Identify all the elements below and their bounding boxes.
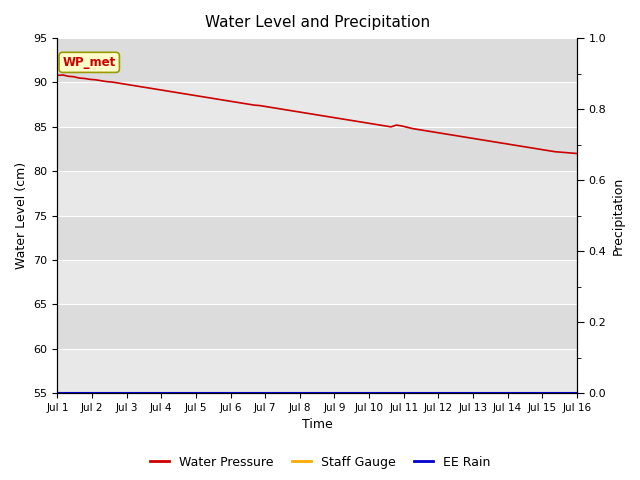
Y-axis label: Water Level (cm): Water Level (cm): [15, 162, 28, 269]
Bar: [58, 127, 577, 171]
Bar: [58, 83, 577, 127]
Title: Water Level and Precipitation: Water Level and Precipitation: [205, 15, 429, 30]
Bar: [58, 38, 577, 83]
Bar: [58, 171, 577, 216]
Bar: [58, 349, 577, 393]
Legend: Water Pressure, Staff Gauge, EE Rain: Water Pressure, Staff Gauge, EE Rain: [145, 451, 495, 474]
Y-axis label: Precipitation: Precipitation: [612, 177, 625, 255]
Text: WP_met: WP_met: [63, 56, 116, 69]
X-axis label: Time: Time: [302, 419, 333, 432]
Bar: [58, 260, 577, 304]
Bar: [58, 216, 577, 260]
Bar: [58, 304, 577, 349]
